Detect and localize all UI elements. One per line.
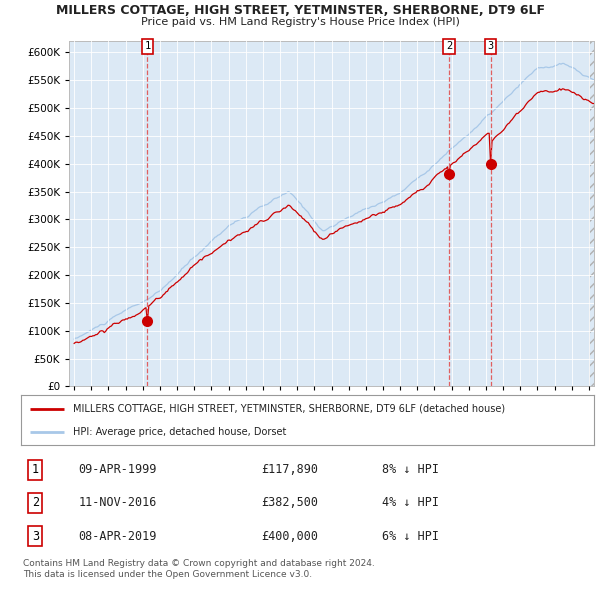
Text: £382,500: £382,500 — [262, 496, 319, 510]
Text: 1: 1 — [32, 463, 39, 477]
Text: 3: 3 — [487, 41, 494, 51]
Text: £400,000: £400,000 — [262, 529, 319, 543]
Text: £117,890: £117,890 — [262, 463, 319, 477]
Text: MILLERS COTTAGE, HIGH STREET, YETMINSTER, SHERBORNE, DT9 6LF (detached house): MILLERS COTTAGE, HIGH STREET, YETMINSTER… — [73, 404, 505, 414]
Text: HPI: Average price, detached house, Dorset: HPI: Average price, detached house, Dors… — [73, 427, 286, 437]
Text: Price paid vs. HM Land Registry's House Price Index (HPI): Price paid vs. HM Land Registry's House … — [140, 17, 460, 27]
Text: Contains HM Land Registry data © Crown copyright and database right 2024.
This d: Contains HM Land Registry data © Crown c… — [23, 559, 374, 579]
Text: 09-APR-1999: 09-APR-1999 — [79, 463, 157, 477]
Text: 8% ↓ HPI: 8% ↓ HPI — [382, 463, 439, 477]
Text: 2: 2 — [446, 41, 452, 51]
Text: 6% ↓ HPI: 6% ↓ HPI — [382, 529, 439, 543]
Text: 2: 2 — [32, 496, 39, 510]
Text: 4% ↓ HPI: 4% ↓ HPI — [382, 496, 439, 510]
Text: MILLERS COTTAGE, HIGH STREET, YETMINSTER, SHERBORNE, DT9 6LF: MILLERS COTTAGE, HIGH STREET, YETMINSTER… — [56, 4, 545, 17]
Text: 08-APR-2019: 08-APR-2019 — [79, 529, 157, 543]
Text: 1: 1 — [144, 41, 151, 51]
Text: 11-NOV-2016: 11-NOV-2016 — [79, 496, 157, 510]
Text: 3: 3 — [32, 529, 39, 543]
